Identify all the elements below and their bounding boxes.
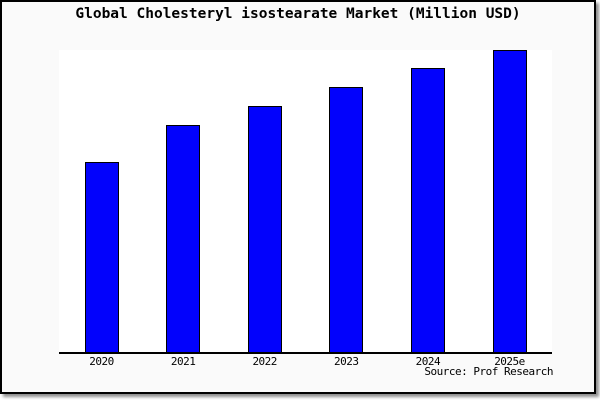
bar-2024 [410,68,445,352]
bar-2022 [247,105,282,352]
x-axis-labels: 2020 2021 2022 2023 2024 2025e [2,355,594,369]
chart-frame: Global Cholesteryl isostearate Market (M… [0,0,596,394]
bar-2023 [329,86,364,352]
x-axis-tick-label: 2022 [252,355,277,368]
x-axis-tick-label: 2023 [334,355,359,368]
x-axis-tick-label: 2025e [494,355,525,368]
x-axis-tick-label: 2024 [415,355,441,368]
x-axis-tick-label: 2021 [170,355,196,368]
bar-2021 [166,124,201,352]
x-axis-tick-label: 2020 [89,355,114,368]
bar-2025e [492,50,527,352]
chart-title: Global Cholesteryl isostearate Market (M… [75,6,521,22]
source-credit: Source: Prof Research [424,365,553,378]
bar-2020 [84,161,119,352]
plot-area [59,50,552,354]
